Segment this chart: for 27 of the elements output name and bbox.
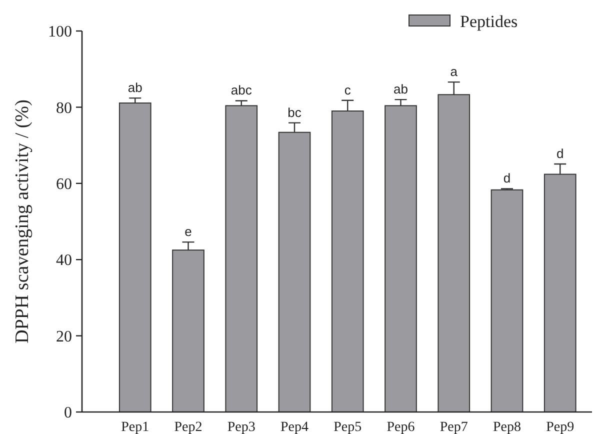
x-tick-label: Pep8 [493, 420, 521, 434]
x-tick-label: Pep9 [546, 420, 574, 434]
annotation: d [503, 170, 511, 186]
annotation: bc [288, 104, 302, 120]
annotation: c [344, 82, 352, 98]
y-tick-label: 0 [64, 404, 72, 422]
y-tick-label: 20 [56, 328, 72, 346]
bar [490, 189, 524, 412]
y-tick-label: 60 [56, 176, 72, 193]
x-tick-label: Pep3 [227, 420, 256, 434]
x-tick-label: Pep7 [440, 420, 468, 434]
x-tick-label: Pep2 [174, 420, 202, 434]
annotation: a [450, 64, 458, 80]
x-tick-label: Pep5 [334, 420, 362, 434]
annotation: d [556, 146, 564, 161]
x-tick-label: Pep4 [280, 420, 308, 434]
y-tick-label: 80 [56, 100, 72, 117]
annotation: abc [230, 82, 252, 98]
y-tick-label: 40 [56, 252, 72, 270]
annotation: ab [128, 80, 142, 96]
legend-label: Peptides [460, 12, 518, 31]
annotation: e [184, 224, 192, 240]
y-axis-title: DPPH scavenging activity / (%) [12, 100, 33, 344]
x-tick-label: Pep1 [121, 420, 150, 434]
annotation: ab [394, 82, 408, 97]
y-tick-label: 100 [48, 24, 72, 41]
x-tick-label: Pep6 [386, 420, 415, 434]
